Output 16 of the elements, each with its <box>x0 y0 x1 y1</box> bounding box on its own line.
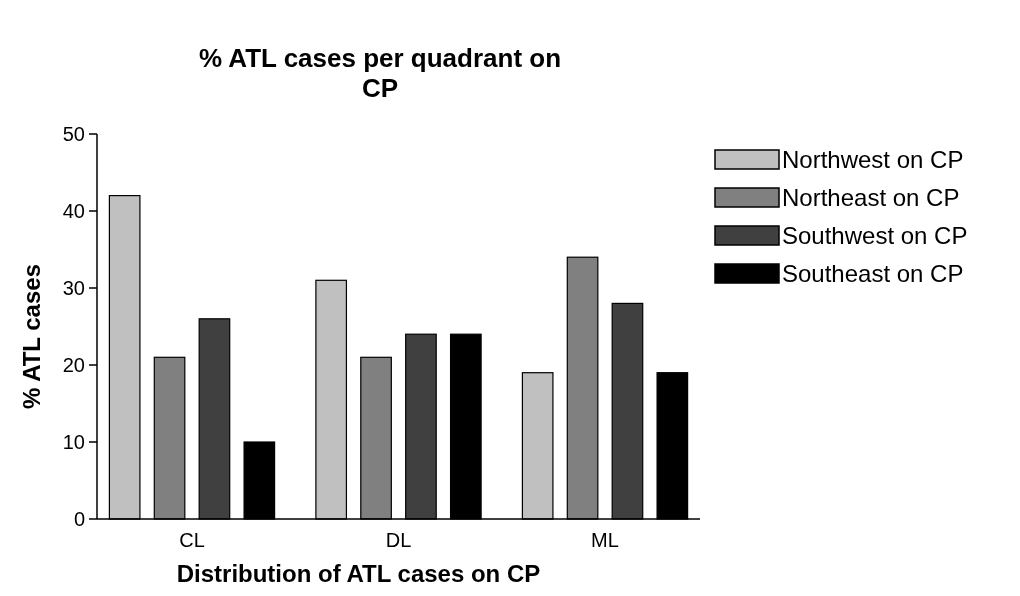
x-axis-title: Distribution of ATL cases on CP <box>176 560 541 587</box>
y-tick-label: 10 <box>62 431 85 453</box>
y-tick-label: 40 <box>62 200 85 222</box>
y-tick-label: 50 <box>62 123 85 145</box>
chart-title: % ATL cases per quadrant on CP <box>198 43 562 103</box>
y-tick-label: 20 <box>62 354 85 376</box>
legend-label: Southwest on CP <box>782 222 968 250</box>
y-tick-label: 0 <box>73 508 85 530</box>
legend-label: Northeast on CP <box>782 184 960 212</box>
x-tick-label: DL <box>385 529 412 551</box>
x-tick-label: ML <box>591 529 619 551</box>
legend-label: Southeast on CP <box>782 260 964 288</box>
x-tick-label: CL <box>179 529 205 551</box>
y-tick-label: 30 <box>62 277 85 299</box>
legend-label: Northwest on CP <box>782 146 964 174</box>
y-axis-title: % ATL cases <box>18 264 45 409</box>
